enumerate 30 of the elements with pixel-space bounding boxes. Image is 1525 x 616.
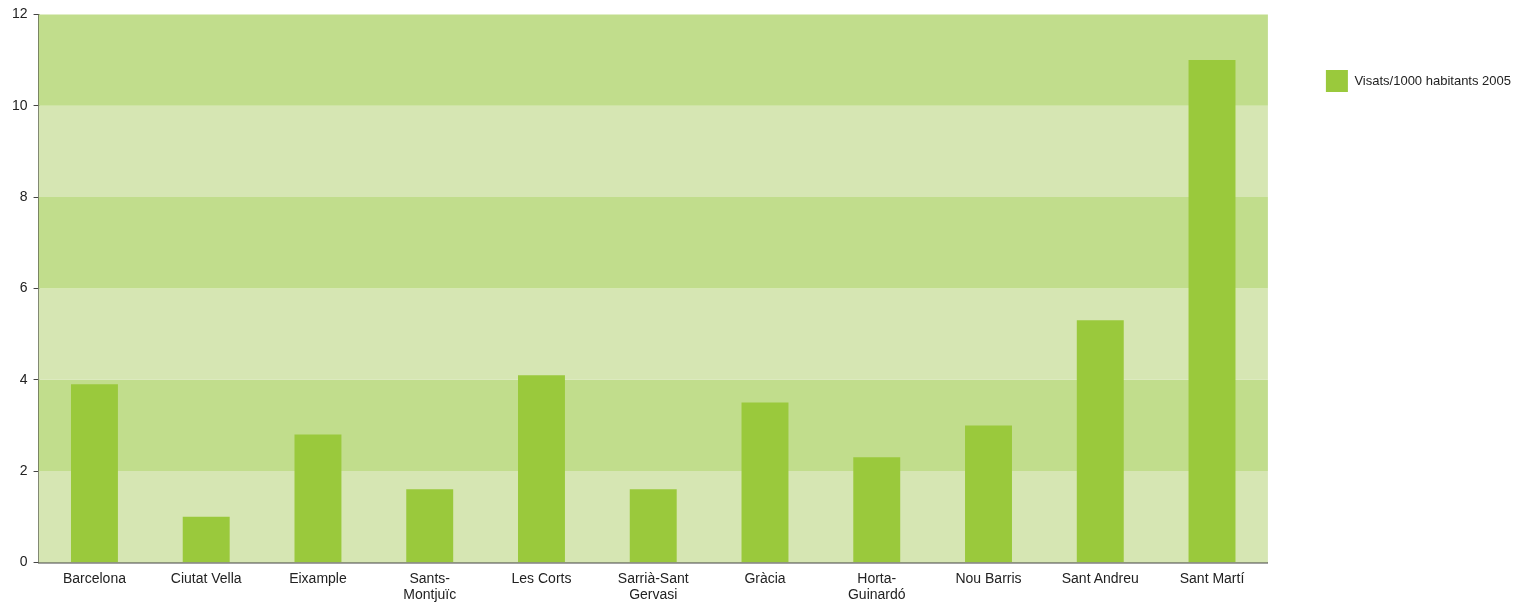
bar	[853, 457, 901, 562]
bar	[965, 425, 1012, 562]
x-tick-label: Sants-Montjuïc	[403, 569, 457, 603]
bar	[182, 516, 230, 562]
x-tick-label: Sant Andreu	[1061, 569, 1139, 586]
bar	[1188, 60, 1236, 562]
y-tick-label: 10	[11, 96, 28, 113]
y-tick-label: 4	[19, 370, 28, 387]
bar	[741, 402, 789, 562]
x-tick-label: Eixample	[289, 569, 347, 586]
x-tick-label: Nou Barris	[955, 569, 1022, 586]
bar	[1076, 320, 1124, 562]
y-tick-label: 2	[19, 461, 28, 478]
x-tick-label: Horta-Guinardó	[847, 569, 906, 603]
bar	[518, 375, 565, 562]
legend-label: Visats/1000 habitants 2005	[1354, 72, 1512, 88]
bar	[406, 489, 454, 562]
y-tick-label: 0	[19, 553, 28, 570]
bar	[629, 489, 677, 562]
x-tick-label: Sant Martí	[1179, 569, 1245, 586]
x-tick-label: Les Corts	[511, 569, 572, 586]
x-tick-label: Gràcia	[744, 569, 786, 586]
bar	[70, 384, 118, 562]
y-tick-label: 8	[19, 187, 28, 204]
x-tick-label: Ciutat Vella	[170, 569, 242, 586]
y-tick-label: 6	[19, 279, 28, 296]
bar	[294, 434, 342, 562]
y-tick-label: 12	[11, 5, 28, 22]
x-tick-label: Barcelona	[62, 569, 127, 586]
x-tick-label: Sarrià-Sant Gervasi	[617, 569, 689, 603]
